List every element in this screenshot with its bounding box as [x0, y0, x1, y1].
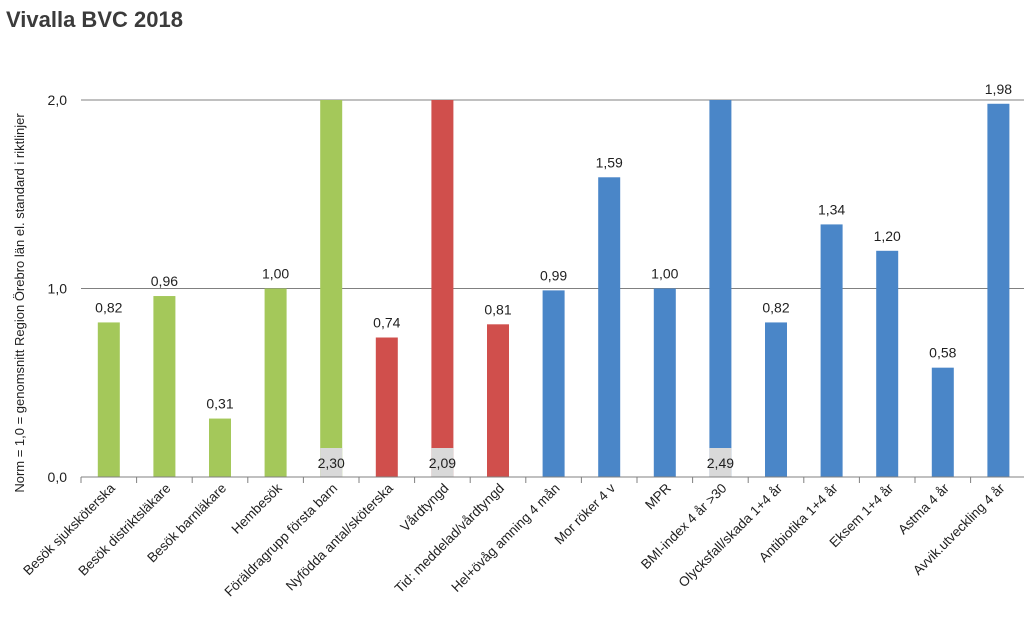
- data-label: 0,58: [929, 345, 956, 361]
- data-label: 0,31: [206, 396, 233, 412]
- bar: [931, 367, 954, 477]
- bar: [765, 322, 787, 477]
- y-tick-label: 0,0: [48, 469, 68, 485]
- bar: [876, 250, 899, 477]
- data-label: 2,30: [318, 455, 345, 471]
- bars: 0,82 0,96 0,31 1,00 2,30 0,74 2,09 0,81 0,99 1,59…: [95, 81, 1012, 478]
- y-tick-label: 2,0: [48, 92, 68, 108]
- bar: [542, 290, 565, 477]
- y-tick-label: 1,0: [48, 281, 68, 297]
- data-label: 1,59: [596, 154, 623, 170]
- overflow-marker: [709, 448, 732, 477]
- overflow-marker: [320, 448, 343, 477]
- x-tick-label: Föräldragrupp första barn: [221, 481, 340, 600]
- data-label: 1,20: [874, 228, 901, 244]
- y-axis-label: Norm = 1,0 = genomsnitt Region Örebro lä…: [12, 113, 27, 493]
- bar: [820, 224, 843, 477]
- data-label: 0,82: [762, 299, 789, 315]
- bar: [709, 100, 732, 477]
- data-label: 2,09: [429, 455, 456, 471]
- bar: [375, 337, 398, 477]
- x-tick-label: Hembesök: [228, 480, 284, 536]
- x-tick-label: Besök distriktsläkare: [75, 481, 173, 579]
- bar: [653, 288, 676, 477]
- overflow-marker: [431, 448, 454, 477]
- data-label: 0,99: [540, 267, 567, 283]
- x-tick-label: Hel+övåg amning 4 mån: [448, 481, 562, 595]
- data-label: 0,81: [484, 301, 511, 317]
- bar: [487, 324, 509, 477]
- data-label: 0,96: [151, 273, 178, 289]
- bar: [431, 100, 454, 477]
- x-tick-label: Olycksfall/skada 1+4 år: [676, 480, 786, 590]
- x-tick-label: Tid: meddelad/vårdtyngd: [392, 481, 507, 596]
- data-label: 1,00: [651, 266, 678, 282]
- bar: [97, 322, 120, 477]
- bar: [320, 100, 343, 477]
- chart-title: Vivalla BVC 2018: [6, 7, 183, 32]
- x-tick-label: Vårdtyngd: [397, 481, 451, 535]
- bar: [987, 103, 1010, 478]
- x-tick-label: Avvik.utveckling 4 år: [910, 480, 1008, 578]
- data-label: 1,98: [985, 81, 1012, 97]
- bar: [153, 296, 176, 477]
- x-tick-label: Astma 4 år: [895, 480, 952, 537]
- data-label: 0,74: [373, 315, 400, 331]
- x-tick-label: Nyfödda antal/sköterska: [283, 480, 396, 593]
- data-label: 1,34: [818, 201, 845, 217]
- data-label: 2,49: [707, 455, 734, 471]
- data-label: 0,82: [95, 299, 122, 315]
- x-tick-label: Besök sjuksköterska: [20, 480, 118, 578]
- bar: [598, 177, 621, 477]
- y-axis-ticks: 0,0 1,0 2,0: [48, 92, 68, 485]
- x-tick-label: MPR: [642, 480, 674, 512]
- data-label: 1,00: [262, 266, 289, 282]
- bar: [264, 288, 287, 477]
- bar: [209, 418, 231, 477]
